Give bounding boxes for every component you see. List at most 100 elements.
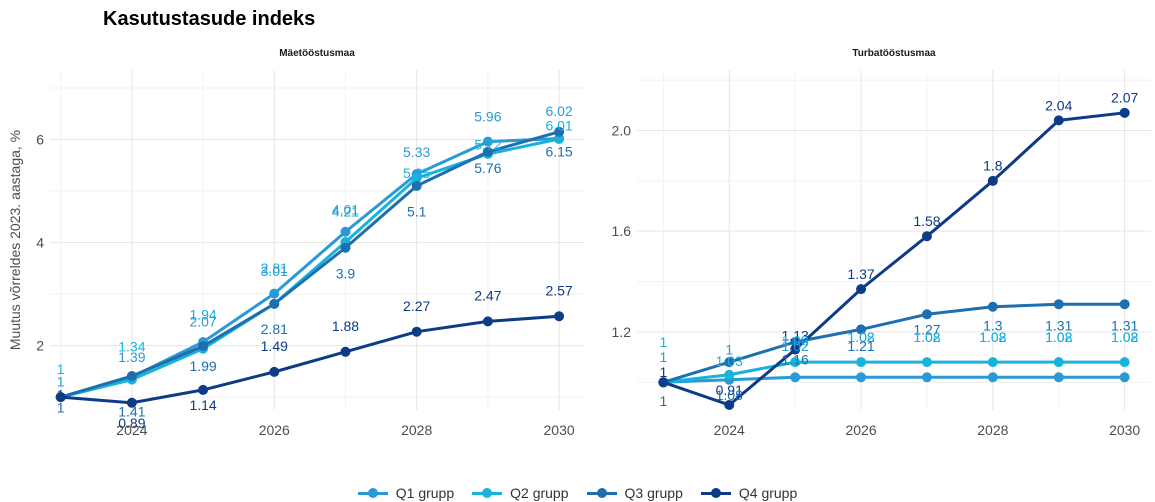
series-line: [663, 360, 1125, 384]
data-label: 1.99: [189, 358, 216, 374]
x-tick-label: 2030: [544, 422, 575, 438]
data-label: 5.25: [403, 165, 430, 181]
y-tick-label: 1.6: [612, 223, 632, 239]
legend-label: Q2 grupp: [510, 485, 569, 501]
data-point: [198, 341, 209, 352]
series-line: [60, 314, 560, 405]
data-label: 2.47: [474, 288, 501, 304]
data-point: [126, 371, 137, 381]
data-point: [921, 372, 932, 383]
data-point: [269, 298, 280, 309]
y-tick-label: 4: [36, 235, 44, 251]
data-point: [198, 384, 209, 395]
data-point: [724, 369, 735, 380]
data-label: 3.9: [336, 265, 356, 281]
data-label: 1.31: [1045, 318, 1072, 334]
data-point: [482, 316, 493, 327]
data-label: 1.08: [1045, 329, 1072, 345]
data-label: 3.01: [261, 263, 288, 279]
data-point: [1053, 372, 1064, 383]
data-label: 1.02: [847, 329, 874, 345]
data-point: [987, 372, 998, 383]
legend-item: Q3 grupp: [586, 485, 683, 501]
data-point: [921, 231, 932, 242]
data-label: 1.02: [782, 338, 809, 354]
x-tick-label: 2028: [977, 422, 1008, 438]
data-label: 1: [659, 349, 667, 365]
data-label: 1.27: [913, 321, 940, 337]
data-label: 1.88: [332, 318, 359, 334]
data-point: [1053, 299, 1064, 310]
data-label: 1: [659, 364, 667, 380]
data-label: 5.72: [474, 137, 501, 153]
data-point: [1119, 299, 1130, 310]
data-label: 1.08: [1111, 329, 1138, 345]
data-label: 1.08: [913, 329, 940, 345]
x-tick-label: 2026: [259, 422, 290, 438]
data-point: [790, 372, 801, 383]
data-point: [554, 311, 565, 322]
data-label: 1.3: [983, 318, 1003, 334]
chart-title: Kasutustasude indeks: [103, 8, 316, 30]
data-label: 1.02: [979, 329, 1006, 345]
data-label: 6.15: [545, 143, 572, 159]
legend-label: Q3 grupp: [624, 485, 683, 501]
data-label: 1.8: [983, 158, 1003, 174]
panel-title: Mäetööstusmaa: [279, 48, 355, 59]
legend-key: [586, 487, 617, 499]
data-point: [1053, 357, 1064, 368]
data-label: 5.96: [474, 108, 501, 124]
x-tick-label: 2024: [714, 422, 745, 438]
data-label: 5.1: [407, 204, 427, 220]
data-label: 1.02: [1111, 329, 1138, 345]
data-point: [724, 357, 735, 368]
data-label: 1.21: [847, 338, 874, 354]
data-label: 1.08: [782, 333, 809, 349]
data-point: [987, 175, 998, 186]
data-point: [55, 392, 66, 403]
series-line: [662, 111, 1125, 407]
data-point: [921, 357, 932, 368]
data-point: [1053, 115, 1064, 126]
chart-canvas: 2024 2026 2028 2030246Mäetööstusmaa11111.34…: [36, 48, 1151, 438]
data-point: [790, 337, 801, 347]
data-point: [856, 372, 867, 383]
data-point: [1119, 107, 1130, 118]
series-line: [662, 302, 1125, 384]
data-label: 5.76: [474, 160, 501, 176]
legend-label: Q4 grupp: [738, 485, 798, 501]
data-label: 1.08: [716, 387, 743, 403]
data-label: 1: [659, 334, 667, 350]
y-tick-label: 1.2: [612, 324, 632, 340]
data-label: 1.37: [847, 266, 874, 282]
data-label: 1.08: [979, 329, 1006, 345]
data-label: 1.41: [118, 404, 145, 420]
y-tick-label: 2.0: [612, 122, 632, 138]
x-tick-label: 2024: [116, 422, 147, 438]
x-tick-label: 2028: [401, 422, 432, 438]
data-point: [554, 126, 565, 137]
data-label: 1.03: [716, 353, 743, 369]
data-point: [411, 173, 422, 184]
data-label: 1: [57, 361, 65, 377]
data-point: [790, 357, 801, 368]
data-point: [856, 324, 867, 335]
data-label: 1.39: [118, 349, 145, 365]
data-label: 6.02: [545, 103, 572, 119]
legend-key: [700, 487, 731, 499]
data-point: [987, 357, 998, 368]
data-point: [724, 399, 735, 410]
legend-item: Q2 grupp: [472, 485, 569, 501]
data-label: 2.81: [261, 321, 288, 337]
data-point: [790, 344, 801, 355]
data-label: 1.14: [189, 397, 216, 413]
series-line: [60, 130, 560, 399]
data-label: 1: [659, 393, 667, 409]
data-point: [340, 346, 351, 357]
data-label: 1.13: [782, 328, 809, 344]
data-label: 1.31: [1111, 318, 1138, 334]
x-tick-label: 2030: [1109, 422, 1140, 438]
data-label: 1: [57, 374, 65, 390]
legend: Q1 grupp Q2 grupp Q3 grupp Q4 grupp: [0, 484, 1155, 502]
y-tick-label: 6: [36, 132, 44, 148]
